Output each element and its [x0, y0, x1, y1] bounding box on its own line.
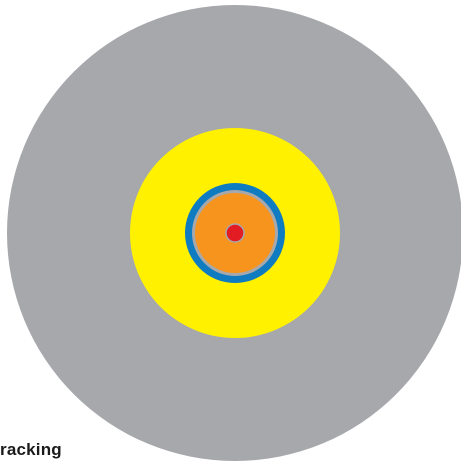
caption-text: racking [0, 440, 62, 459]
red-center-dot [225, 223, 245, 243]
